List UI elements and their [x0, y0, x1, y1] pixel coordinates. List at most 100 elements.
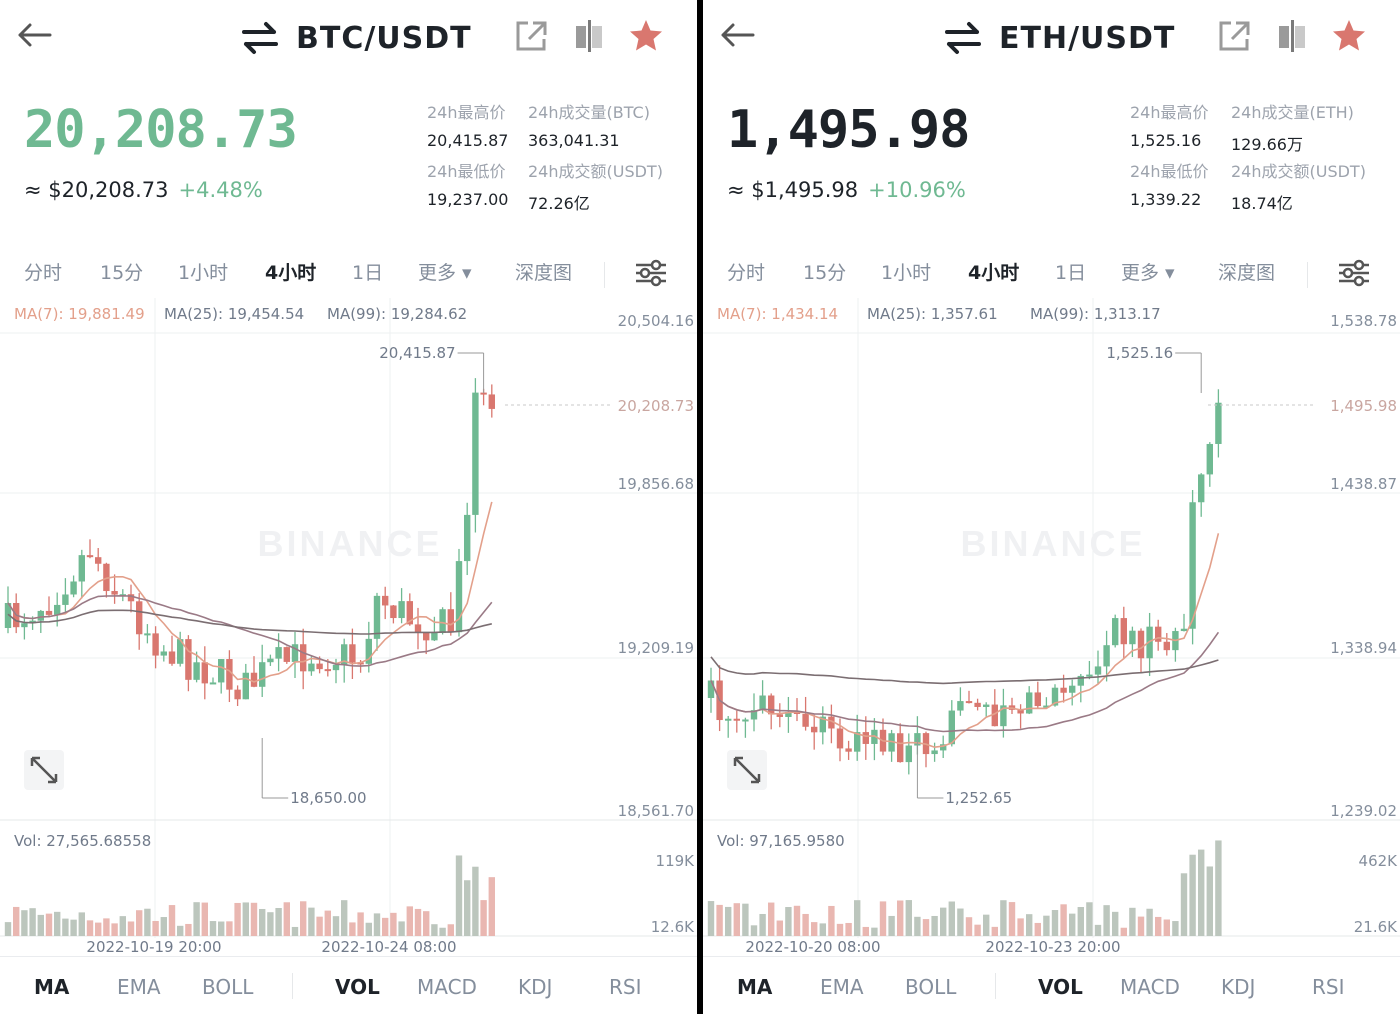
price-axis-label: 1,438.87: [1330, 475, 1397, 493]
tab-1h[interactable]: 1小时: [178, 262, 229, 284]
tab-depth[interactable]: 深度图: [515, 262, 573, 284]
volume-bar: [888, 915, 895, 936]
candlestick-chart[interactable]: BINANCE MA(7): 1,434.14 MA(25): 1,357.61…: [703, 298, 1400, 954]
tab-more[interactable]: 更多 ▾: [1121, 262, 1175, 284]
volume-bar: [1026, 914, 1033, 936]
volume-bar: [768, 902, 775, 936]
candle-body: [836, 728, 844, 749]
indicator-macd[interactable]: MACD: [417, 975, 477, 999]
candle-body: [965, 701, 973, 704]
volume-bar: [974, 924, 981, 936]
volume-bar: [1034, 922, 1041, 936]
volume-bar: [373, 913, 381, 936]
candle-body: [95, 557, 102, 564]
change-percent: +4.48%: [178, 178, 263, 202]
compare-icon[interactable]: [572, 18, 608, 54]
tab-time[interactable]: 分时: [24, 262, 63, 284]
candle-body: [983, 704, 990, 707]
volume-bar: [965, 917, 973, 936]
volume-bar: [127, 921, 135, 936]
volume-bar: [226, 921, 233, 936]
volume-bar: [185, 923, 192, 936]
indicator-boll[interactable]: BOLL: [202, 975, 254, 999]
eth-panel: ETH/USDT 1,495.98 ≈ $1,495.98 +10.96% 24…: [703, 0, 1400, 1014]
indicator-kdj[interactable]: KDJ: [518, 975, 553, 999]
tab-15m[interactable]: 15分: [803, 262, 847, 284]
indicator-vol[interactable]: VOL: [335, 975, 380, 999]
indicator-ma[interactable]: MA: [737, 975, 773, 999]
candle-body: [725, 718, 732, 721]
tab-depth[interactable]: 深度图: [1218, 262, 1276, 284]
expand-button[interactable]: [727, 750, 767, 790]
tab-4h[interactable]: 4小时: [265, 262, 317, 284]
indicator-ema[interactable]: EMA: [117, 975, 161, 999]
volume-bar: [423, 911, 430, 936]
candle-body: [160, 651, 167, 656]
candle-body: [267, 658, 274, 663]
tab-1d[interactable]: 1日: [352, 262, 384, 284]
tabs-separator: [604, 262, 605, 288]
indicator-macd[interactable]: MACD: [1120, 975, 1180, 999]
tab-1d[interactable]: 1日: [1055, 262, 1087, 284]
volume-bar: [283, 902, 290, 936]
candlestick-chart[interactable]: BINANCE MA(7): 19,881.49 MA(25): 19,454.…: [0, 298, 697, 954]
ma7-label: MA(7): 1,434.14: [717, 305, 838, 323]
share-icon[interactable]: [1217, 18, 1253, 54]
volume-bar: [1077, 907, 1084, 936]
share-icon[interactable]: [514, 18, 550, 54]
low-price-label: 18,650.00: [290, 789, 366, 807]
candle-body: [854, 732, 861, 752]
volume-bar: [414, 908, 422, 936]
volume-bar: [1043, 915, 1050, 936]
ma99-label: MA(99): 19,284.62: [327, 305, 467, 323]
compare-icon[interactable]: [1275, 18, 1311, 54]
back-arrow-icon[interactable]: [14, 18, 54, 52]
indicator-rsi[interactable]: RSI: [1312, 975, 1345, 999]
candle-body: [406, 601, 413, 625]
chart-settings-icon[interactable]: [1337, 258, 1371, 288]
price-axis-label: 1,338.94: [1330, 639, 1397, 657]
volume-bar: [488, 877, 495, 936]
candle-body: [871, 729, 878, 744]
volume-bar: [316, 916, 323, 936]
ma99-label: MA(99): 1,313.17: [1030, 305, 1161, 323]
pair-header[interactable]: BTC/USDT: [240, 16, 472, 60]
ma-lines: [7, 501, 493, 683]
favorite-star-icon[interactable]: [1331, 18, 1367, 54]
indicator-boll[interactable]: BOLL: [905, 975, 957, 999]
pair-header[interactable]: ETH/USDT: [943, 16, 1175, 60]
candle-body: [957, 701, 964, 711]
indicator-ema[interactable]: EMA: [820, 975, 864, 999]
candle-body: [819, 716, 826, 733]
candle-body: [1051, 687, 1059, 706]
indicator-rsi[interactable]: RSI: [609, 975, 642, 999]
candle-body: [768, 695, 775, 715]
volume-bar: [300, 901, 307, 936]
candle-body: [234, 689, 241, 700]
candle-body: [793, 711, 801, 714]
expand-button[interactable]: [24, 750, 64, 790]
tab-15m[interactable]: 15分: [100, 262, 144, 284]
tab-4h[interactable]: 4小时: [968, 262, 1020, 284]
candle-body: [488, 394, 495, 409]
indicator-vol[interactable]: VOL: [1038, 975, 1083, 999]
candle-body: [1017, 709, 1024, 714]
pair-symbol: BTC/USDT: [296, 20, 472, 56]
back-arrow-icon[interactable]: [717, 18, 757, 52]
indicator-ma[interactable]: MA: [34, 975, 70, 999]
volume-bar: [1069, 913, 1076, 936]
volume-bar: [862, 926, 869, 936]
chart-settings-icon[interactable]: [634, 258, 668, 288]
volume-bar: [1180, 873, 1188, 936]
favorite-star-icon[interactable]: [628, 18, 664, 54]
volume-bar: [1008, 902, 1016, 936]
tab-1h[interactable]: 1小时: [881, 262, 932, 284]
volume-bar: [742, 903, 749, 936]
volume-bar: [957, 908, 964, 936]
volume-bar: [144, 908, 151, 936]
ma-lines: [710, 533, 1220, 749]
tab-time[interactable]: 分时: [727, 262, 766, 284]
indicator-kdj[interactable]: KDJ: [1221, 975, 1256, 999]
tab-more[interactable]: 更多 ▾: [418, 262, 472, 284]
volume-bar: [54, 911, 61, 936]
